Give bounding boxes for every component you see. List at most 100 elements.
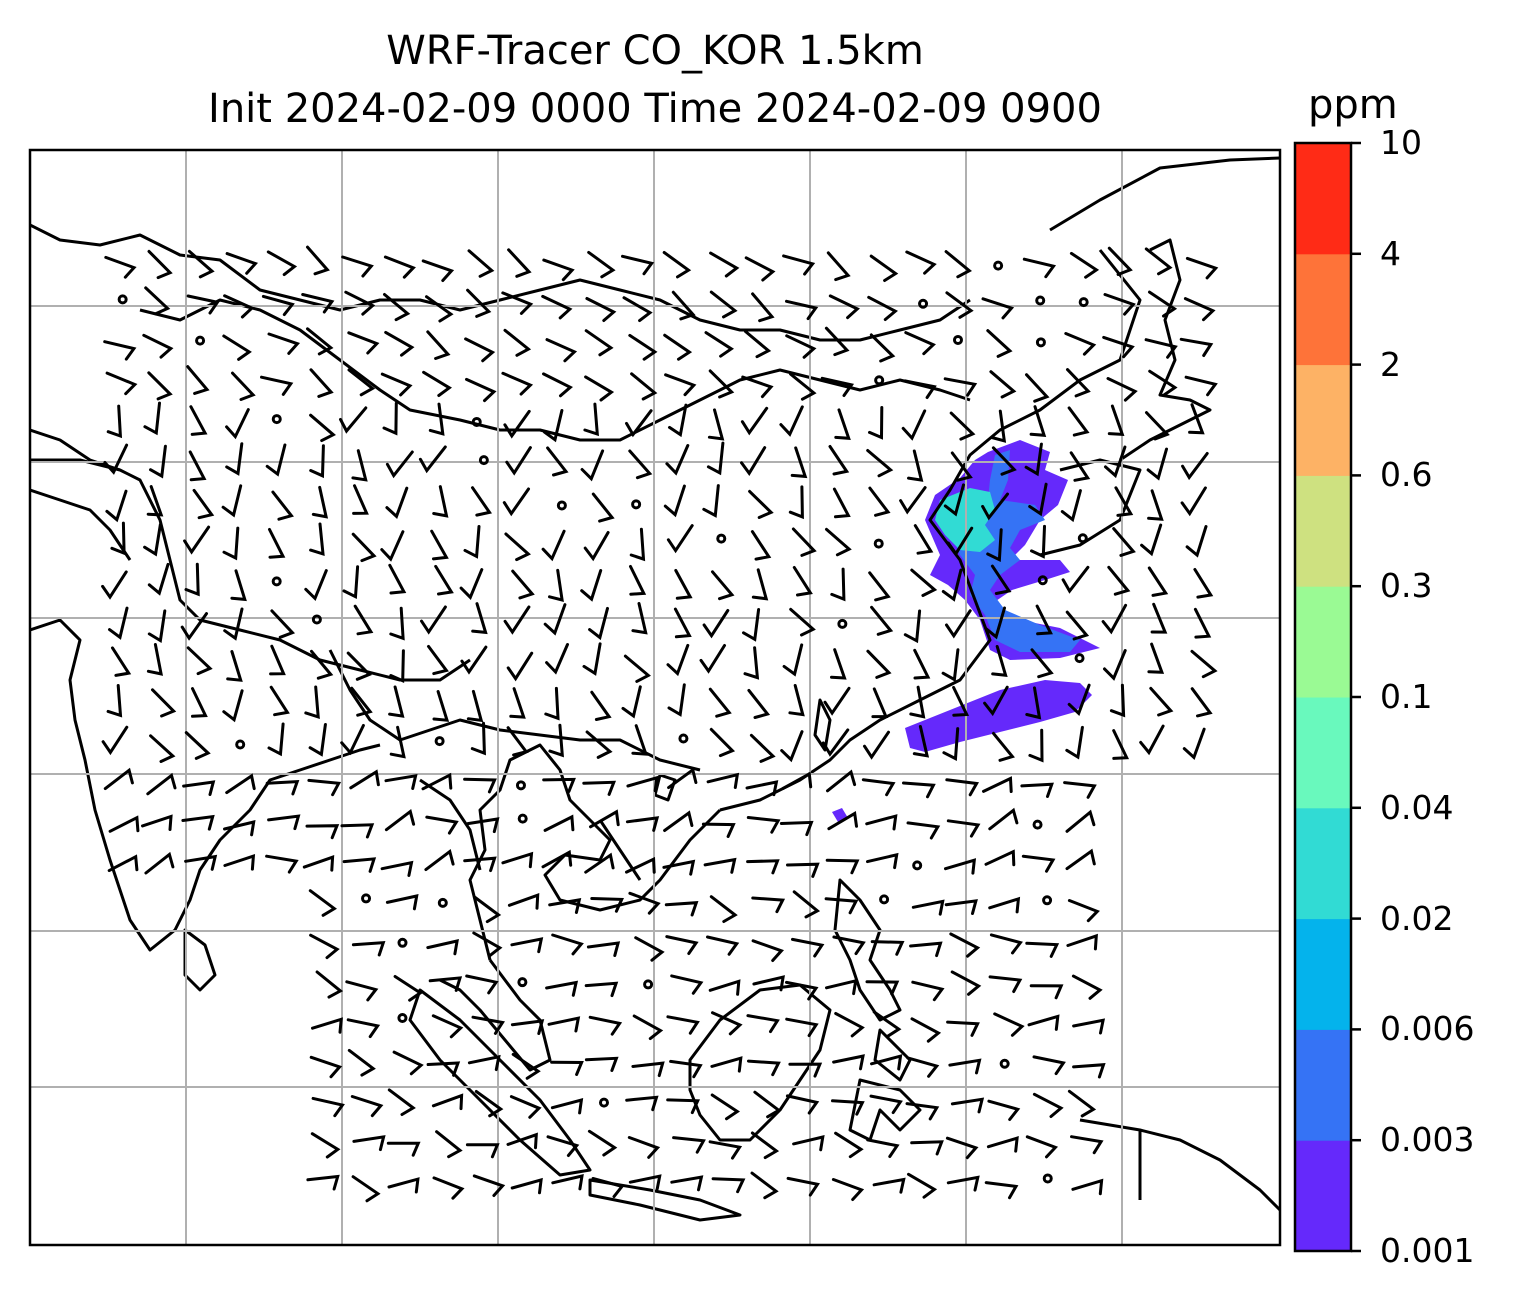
- wind-barb: [587, 1129, 618, 1157]
- wind-barb: [504, 532, 531, 562]
- wind-barb: [191, 687, 208, 718]
- wind-barb: [388, 685, 405, 718]
- colorbar-tick-label: 0.003: [1380, 1120, 1475, 1160]
- wind-barb: [342, 565, 360, 600]
- wind-barb: [745, 780, 779, 797]
- wind-barb: [1139, 724, 1165, 756]
- wind-barb: [668, 403, 688, 438]
- wind-barb: [223, 607, 244, 641]
- wind-barb: [708, 369, 735, 399]
- wind-barb: [950, 451, 973, 482]
- wind-barb: [349, 769, 380, 790]
- wind-barb: [301, 293, 335, 314]
- wind-barb: [385, 894, 419, 911]
- wind-barb: [1035, 604, 1053, 636]
- wind-barb: [861, 778, 896, 797]
- wind-barb: [225, 442, 244, 476]
- calm-wind-circle: [1074, 653, 1085, 664]
- wind-barb: [1071, 1178, 1104, 1196]
- wind-barb: [709, 895, 738, 923]
- wind-barb: [510, 937, 544, 954]
- wind-barb: [872, 1177, 906, 1194]
- tracer-plume: [832, 440, 1100, 822]
- wind-barb: [781, 771, 813, 790]
- calm-wind-circle: [598, 1097, 609, 1108]
- wind-barb: [473, 895, 502, 924]
- wind-barb: [311, 1017, 343, 1034]
- wind-barb: [789, 372, 817, 401]
- calm-wind-circle: [631, 499, 642, 510]
- wind-barb: [474, 1090, 504, 1118]
- wind-barb: [825, 527, 852, 557]
- wind-barb: [550, 1097, 584, 1115]
- wind-barb: [425, 295, 454, 323]
- wind-barb: [507, 248, 532, 278]
- wind-barb: [304, 569, 328, 602]
- wind-barb: [541, 849, 573, 869]
- calm-wind-circle: [918, 298, 929, 309]
- wind-barb: [984, 1181, 1019, 1200]
- wind-barb: [988, 896, 1021, 914]
- wind-barb: [431, 1014, 464, 1039]
- wind-barb: [991, 446, 1017, 476]
- wind-barb: [547, 1016, 581, 1033]
- wind-barb: [701, 822, 736, 838]
- wind-barb: [184, 731, 211, 760]
- wind-barb: [780, 730, 804, 763]
- wind-barb: [341, 255, 374, 278]
- wind-barb: [265, 779, 300, 796]
- wind-barb: [1190, 687, 1213, 718]
- wind-barb: [418, 445, 447, 474]
- wind-barb: [1071, 974, 1103, 1000]
- colorbar-tick-label: 0.006: [1380, 1009, 1475, 1049]
- wind-barb: [1149, 686, 1174, 717]
- wind-barb: [583, 402, 599, 437]
- wind-barb: [472, 1174, 506, 1197]
- wind-barb: [507, 893, 540, 910]
- wind-barb: [986, 329, 1013, 358]
- wind-barb: [1025, 1135, 1059, 1159]
- wind-barb: [1140, 523, 1163, 557]
- wind-barb: [789, 607, 816, 637]
- calm-wind-circle: [195, 335, 206, 346]
- coastline-indochina: [468, 743, 722, 961]
- wind-barb: [1025, 686, 1042, 720]
- wind-barb: [743, 646, 760, 680]
- wind-barb: [753, 1090, 782, 1119]
- wind-barb: [105, 489, 128, 523]
- wind-barb: [740, 446, 767, 477]
- wind-barb: [583, 531, 610, 562]
- wind-barb: [903, 379, 937, 399]
- wind-barb: [709, 727, 736, 758]
- wind-barb: [1032, 1092, 1064, 1118]
- wind-barb: [989, 933, 1023, 955]
- wind-barb: [425, 815, 459, 835]
- wind-barb: [707, 408, 725, 441]
- wind-barb: [866, 852, 899, 870]
- wind-barb: [792, 890, 821, 919]
- wind-barb: [1032, 1055, 1066, 1076]
- wind-barb: [702, 609, 730, 639]
- wind-barb: [467, 1054, 501, 1072]
- wind-barb: [424, 848, 455, 872]
- wind-barb: [824, 897, 859, 915]
- wind-barb: [353, 604, 374, 636]
- wind-barb: [231, 371, 256, 401]
- wind-barb: [222, 334, 252, 361]
- wind-barb: [383, 255, 416, 279]
- wind-barb: [351, 1175, 381, 1203]
- wind-barb: [901, 409, 927, 441]
- colorbar-tick-label: 0.1: [1380, 677, 1433, 716]
- wind-barb: [267, 332, 301, 355]
- coastline-northeast: [1049, 156, 1280, 232]
- wind-barb: [1028, 482, 1048, 517]
- colorbar-segment: [1295, 918, 1351, 1030]
- wind-barb: [347, 331, 380, 355]
- wind-barb: [1182, 727, 1206, 761]
- wind-barb: [545, 643, 569, 675]
- colorbar-tick-label: 2: [1380, 344, 1401, 384]
- wind-barb: [510, 1019, 545, 1035]
- wind-barb: [870, 605, 894, 636]
- wind-barb: [706, 441, 725, 476]
- wind-barb: [309, 522, 325, 556]
